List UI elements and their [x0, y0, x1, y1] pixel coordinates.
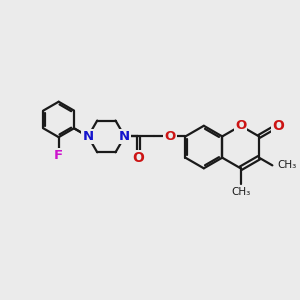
Text: CH₃: CH₃	[278, 160, 297, 170]
Text: O: O	[272, 118, 284, 133]
Text: N: N	[82, 130, 94, 143]
Text: CH₃: CH₃	[231, 187, 250, 197]
Text: N: N	[119, 130, 130, 143]
Text: O: O	[133, 151, 144, 165]
Text: O: O	[235, 119, 246, 132]
Text: F: F	[54, 149, 63, 162]
Text: O: O	[164, 130, 176, 143]
